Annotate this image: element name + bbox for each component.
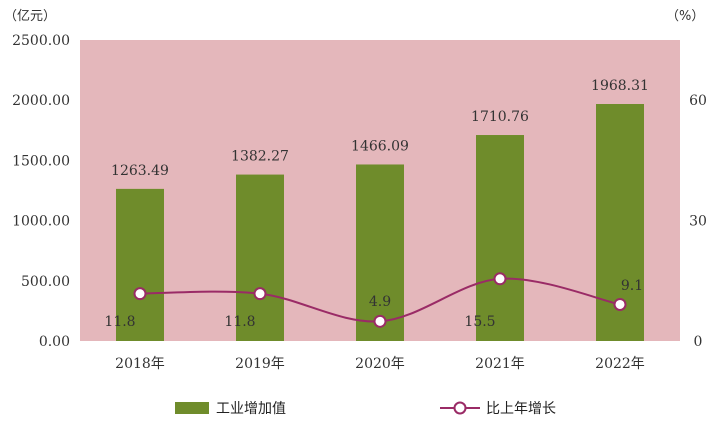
bar-value-label: 1382.27 [231,149,289,165]
bars [116,104,644,341]
bar [356,164,404,341]
bar-value-label: 1466.09 [351,138,409,154]
left-axis-tick-label: 2500.00 [12,33,70,49]
bar [236,174,284,341]
bar-value-label: 1263.49 [111,163,169,179]
right-axis-tick-label: 0 [694,334,703,350]
bar [476,135,524,341]
growth-value-label: 15.5 [464,314,495,330]
category-label: 2018年 [115,356,165,372]
growth-point [133,287,147,301]
legend-bar-swatch [175,402,209,414]
legend-line-marker [453,401,467,415]
category-labels: 2018年 2019年 2020年 2021年 2022年 [115,356,645,372]
growth-point [493,272,507,286]
growth-point [253,287,267,301]
growth-point [613,297,627,311]
bar-value-labels: 1263.49 1382.27 1466.09 1710.76 1968.31 [111,78,649,179]
left-axis-unit: （亿元） [4,9,56,24]
growth-point [373,314,387,328]
left-axis-ticks: 2500.00 2000.00 1500.00 1000.00 500.00 0.00 [12,33,70,350]
growth-value-label: 11.8 [104,314,135,330]
right-axis-unit: （%） [666,9,704,24]
bar-value-label: 1710.76 [471,109,529,125]
growth-value-label: 4.9 [369,294,391,310]
right-axis-ticks: 60 30 0 [689,93,707,350]
growth-value-label: 9.1 [621,278,643,294]
category-label: 2022年 [595,356,645,372]
left-axis-tick-label: 500.00 [21,274,70,290]
growth-line [133,272,627,328]
growth-value-label: 11.8 [224,314,255,330]
left-axis-tick-label: 1000.00 [12,214,70,230]
category-label: 2019年 [235,356,285,372]
legend-bar-label: 工业增加值 [216,401,286,417]
right-axis-tick-label: 30 [689,214,707,230]
legend: 工业增加值 比上年增长 [175,401,556,417]
bar-value-label: 1968.31 [591,78,649,94]
category-label: 2020年 [355,356,405,372]
legend-line-label: 比上年增长 [486,401,556,417]
category-label: 2021年 [475,356,525,372]
right-axis-tick-label: 60 [689,93,707,109]
left-axis-tick-label: 2000.00 [12,93,70,109]
left-axis-tick-label: 1500.00 [12,153,70,169]
growth-value-labels: 11.8 11.8 4.9 15.5 9.1 [104,278,643,330]
left-axis-tick-label: 0.00 [39,334,70,350]
bar [116,188,164,341]
